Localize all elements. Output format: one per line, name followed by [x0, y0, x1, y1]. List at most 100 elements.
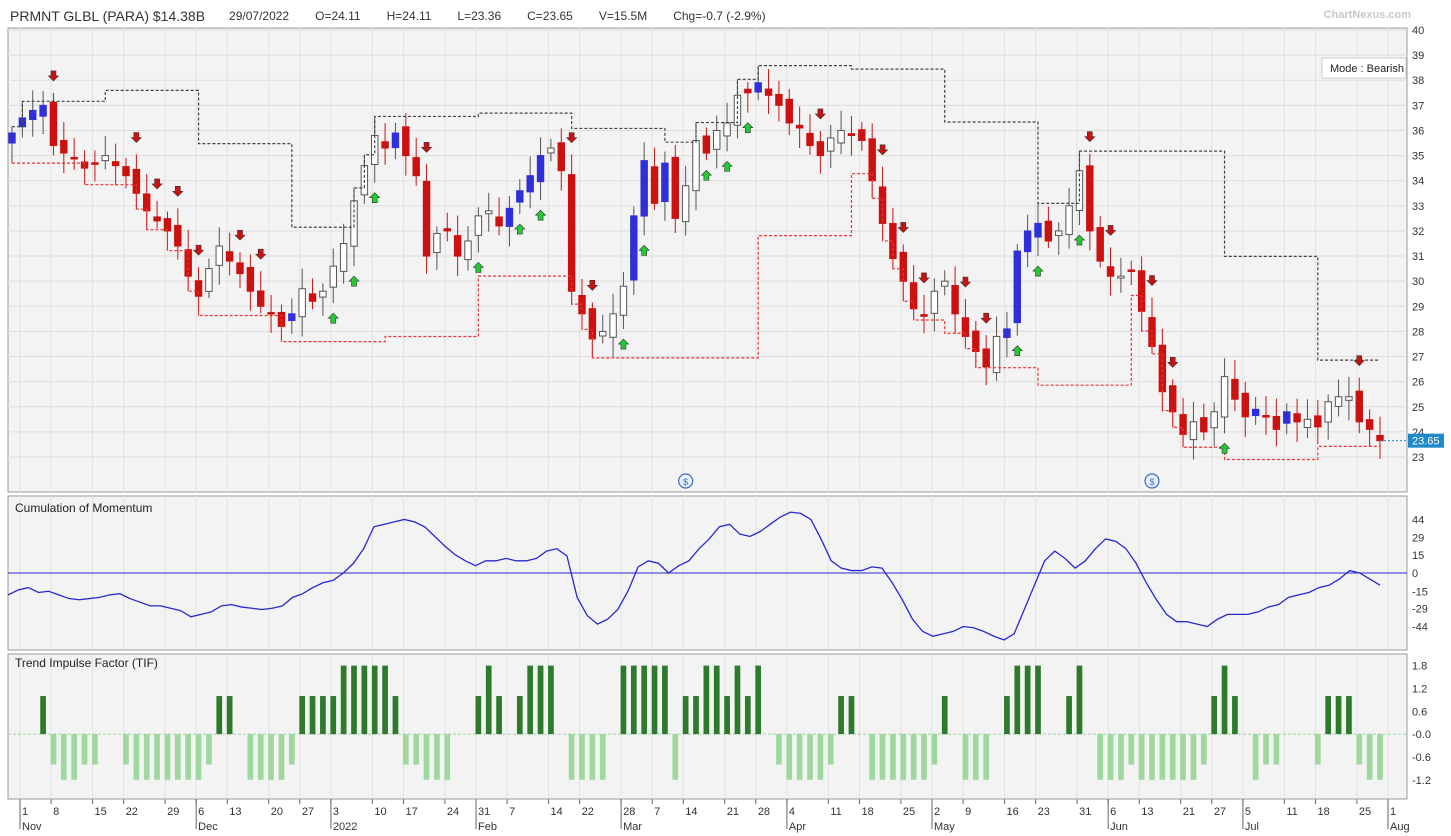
tif-bar-negative	[288, 734, 295, 765]
candle-down	[257, 290, 265, 307]
x-tick-label: 28	[758, 806, 770, 818]
tif-bar-negative	[1138, 734, 1145, 780]
tif-bar-positive	[1076, 665, 1083, 735]
x-tick-label: 6	[198, 806, 204, 818]
momentum-tick-label: 44	[1412, 514, 1424, 526]
tif-bar-negative	[434, 734, 440, 780]
x-tick-label: 5	[1245, 806, 1251, 818]
tif-bar-negative	[413, 734, 420, 765]
tif-bar-negative	[143, 734, 150, 780]
date-label: 29/07/2022	[229, 9, 290, 23]
candle-up	[681, 185, 690, 223]
momentum-tick-label: 0	[1412, 568, 1418, 580]
candle-down	[764, 88, 773, 96]
tif-bar-positive	[1221, 665, 1228, 735]
tif-bar-positive	[361, 665, 368, 735]
candle-down	[858, 129, 866, 142]
candle-down	[795, 124, 804, 129]
candle-up	[8, 132, 16, 144]
candle-up	[1334, 396, 1343, 407]
sell-arrow	[959, 276, 972, 288]
candle-down	[744, 88, 752, 94]
price-tick-label: 34	[1412, 176, 1424, 188]
tif-bar-negative	[1314, 734, 1321, 765]
x-tick-label: 23	[1038, 806, 1050, 818]
candle-up	[215, 245, 223, 266]
price-tick-label: 25	[1412, 402, 1424, 414]
x-tick-label: 15	[95, 806, 107, 818]
x-tick-label: 25	[903, 806, 915, 818]
x-tick-label: 7	[654, 806, 660, 818]
candle-up	[733, 94, 742, 126]
sell-arrow	[47, 70, 60, 82]
candle-up	[1055, 230, 1063, 236]
dividend-glyph: $	[683, 477, 688, 487]
tif-bar-negative	[869, 734, 876, 780]
candle-down	[122, 166, 130, 177]
candle-up	[837, 129, 845, 144]
tif-bar-positive	[537, 665, 544, 735]
candle-up	[298, 288, 306, 318]
buy-arrow	[1218, 442, 1231, 454]
candle-down	[806, 132, 814, 147]
candle-up	[1189, 421, 1198, 441]
candle-up	[329, 265, 337, 288]
buy-arrow	[742, 122, 754, 133]
tif-bar-positive	[1346, 696, 1352, 735]
tif-bar-negative	[60, 734, 67, 780]
sell-arrow	[255, 248, 267, 260]
candle-down	[1365, 419, 1374, 430]
price-tick-label: 38	[1412, 75, 1424, 87]
buy-arrow	[472, 262, 485, 273]
tif-bar-positive	[693, 696, 699, 735]
x-tick-label: 18	[1317, 806, 1329, 818]
tif-tick-label: 0.6	[1412, 706, 1427, 718]
candle-down	[153, 216, 161, 222]
tif-bar-negative	[1263, 734, 1269, 765]
mode-box	[1321, 57, 1407, 79]
support-line	[12, 162, 1380, 461]
buy-arrow	[721, 160, 733, 172]
price-tick-label: 35	[1412, 151, 1424, 163]
x-tick-label: 9	[965, 806, 971, 818]
sell-arrow	[980, 312, 992, 324]
x-tick-label: 1	[22, 806, 28, 818]
sell-arrow	[897, 222, 909, 233]
candle-up	[526, 175, 534, 193]
x-month-label: Jul	[1245, 821, 1259, 833]
candle-down	[111, 161, 120, 167]
tif-bar-negative	[599, 734, 606, 780]
tif-bar-negative	[1169, 734, 1176, 780]
sell-arrow	[814, 108, 827, 120]
sell-arrow	[1084, 131, 1096, 143]
candle-up	[692, 140, 700, 192]
candle-down	[174, 224, 182, 247]
tif-bar-negative	[185, 734, 192, 780]
tif-bar-negative	[890, 734, 896, 780]
buy-arrow	[1011, 345, 1023, 357]
high-label: H=24.11	[386, 9, 432, 23]
x-month-label: Feb	[478, 821, 497, 833]
tif-bar-positive	[1004, 696, 1010, 735]
candle-down	[1179, 414, 1187, 435]
tif-bar-positive	[1325, 696, 1332, 735]
tif-bar-positive	[330, 696, 337, 735]
tif-bar-positive	[651, 665, 658, 735]
tif-bar-negative	[206, 734, 212, 765]
candle-down	[70, 156, 78, 160]
tif-bar-negative	[257, 734, 264, 780]
sell-arrow	[151, 178, 163, 190]
candle-down	[650, 166, 659, 204]
x-tick-label: 13	[229, 806, 241, 818]
quote-header: PRMNT GLBL (PARA) $14.38B 29/07/2022 O=2…	[10, 6, 792, 26]
candle-up	[474, 215, 483, 236]
tif-bar-negative	[1356, 734, 1363, 765]
x-month-label: May	[934, 821, 955, 833]
candle-up	[505, 207, 514, 227]
x-tick-label: 20	[271, 806, 283, 818]
tif-bar-positive	[838, 696, 844, 735]
candle-down	[236, 262, 244, 275]
x-tick-label: 14	[685, 806, 697, 818]
